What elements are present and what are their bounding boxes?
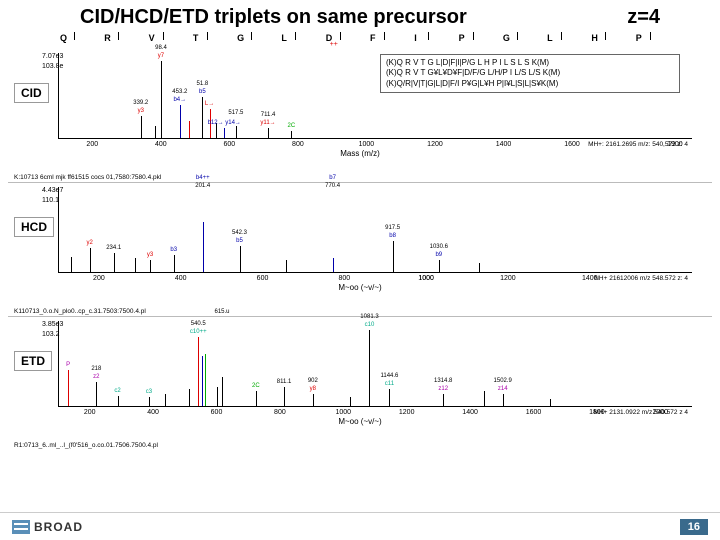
spectrum-etd: ETD3.85e3103.2Pz2218c2c3c10++540.52C811.…: [8, 317, 712, 441]
logo-text: BROAD: [34, 520, 83, 534]
spectrum-hcd: HCD4.43e7110.1y2234.1y3b3b5542.3b8917.5b…: [8, 183, 712, 307]
seq-letter: L: [547, 33, 553, 43]
sequence-bar: QRVTGLDFIPGLHP++: [50, 31, 680, 49]
panel-label: ETD: [14, 351, 52, 371]
seq-letter: G: [503, 33, 510, 43]
annotation-line: (K)Q R V T G¥L¥D¥F|D/F/G L/H/P I L/S L/S…: [386, 68, 674, 78]
seq-letter: P: [459, 33, 465, 43]
panel-label: HCD: [14, 217, 54, 237]
seq-letter: P: [636, 33, 642, 43]
charge-state: z=4: [627, 6, 660, 29]
footer: BROAD 16: [0, 512, 720, 540]
annotation-line: (K)Q/R|V|T|G|L|D|F/I P¥G|L¥H P|I¥L|S|L|S…: [386, 79, 674, 89]
seq-letter: I: [414, 33, 417, 43]
sequence-annotation-box: (K)Q R V T G L|D|F|I|P/G L H P I L S L S…: [380, 54, 680, 93]
seq-letter: V: [149, 33, 155, 43]
seq-letter: L: [281, 33, 287, 43]
page-number: 16: [680, 519, 708, 535]
title-bar: CID/HCD/ETD triplets on same precursor z…: [0, 0, 720, 31]
page-title: CID/HCD/ETD triplets on same precursor: [80, 6, 467, 29]
spectra-panels: CID7.07e3103.8ey3339.2y798.4b4→453.2b551…: [0, 49, 720, 449]
annotation-line: (K)Q R V T G L|D|F|I|P/G L H P I L S L S…: [386, 58, 674, 68]
seq-letter: T: [193, 33, 199, 43]
seq-letter: Q: [60, 33, 67, 43]
seq-letter: H: [591, 33, 598, 43]
seq-letter: G: [237, 33, 244, 43]
logo-icon: [12, 520, 30, 534]
broad-logo: BROAD: [12, 520, 83, 534]
panel-label: CID: [14, 83, 49, 103]
seq-letter: F: [370, 33, 376, 43]
seq-letter: R: [104, 33, 111, 43]
